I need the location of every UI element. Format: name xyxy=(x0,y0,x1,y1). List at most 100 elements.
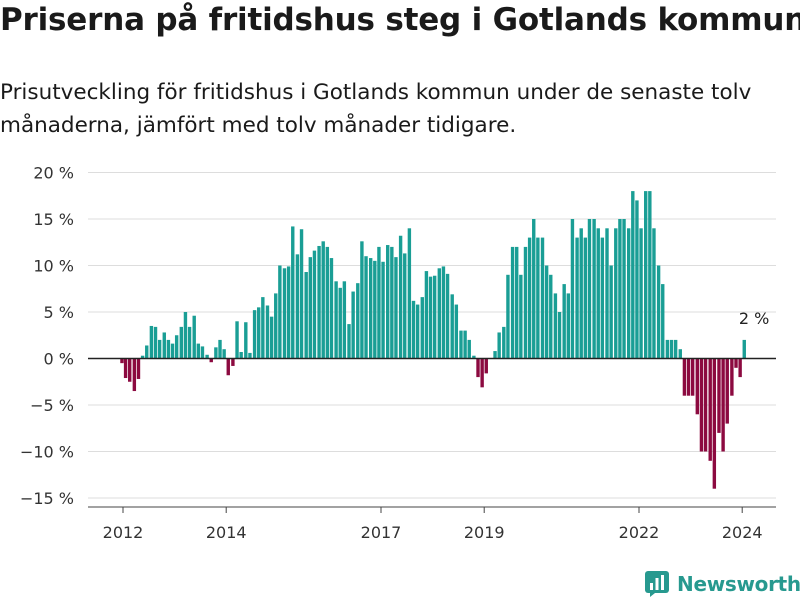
x-tick-label: 2024 xyxy=(722,523,763,542)
bar xyxy=(583,237,588,359)
bar xyxy=(669,339,674,359)
bar xyxy=(738,358,742,378)
y-tick-label: −5 % xyxy=(30,396,74,415)
bar xyxy=(325,246,330,359)
bar xyxy=(248,352,252,359)
bar xyxy=(523,246,528,359)
bar xyxy=(342,281,347,359)
bar xyxy=(566,293,571,359)
bar xyxy=(717,358,721,433)
bar xyxy=(682,358,687,396)
bar xyxy=(338,287,342,359)
bar xyxy=(153,326,158,359)
bar xyxy=(308,257,313,359)
bar xyxy=(321,241,325,359)
bar xyxy=(690,358,695,396)
bar xyxy=(386,245,390,359)
bar xyxy=(132,358,137,392)
annotation-label: 2 % xyxy=(739,309,769,328)
bar xyxy=(222,349,226,359)
bar xyxy=(734,358,738,368)
bar xyxy=(712,358,717,489)
bar xyxy=(149,325,154,359)
bar xyxy=(648,191,652,359)
bar xyxy=(445,273,450,359)
bar xyxy=(120,358,124,364)
bar xyxy=(562,284,566,359)
bar xyxy=(557,312,562,359)
bar xyxy=(631,191,635,359)
bar xyxy=(428,276,433,359)
bar xyxy=(244,322,248,359)
bar xyxy=(231,358,235,366)
chart-subtitle: Prisutveckling för fritidshus i Gotlands… xyxy=(0,80,752,138)
bar xyxy=(570,219,575,359)
bar xyxy=(553,293,558,359)
bar xyxy=(157,339,162,359)
x-tick-label: 2017 xyxy=(361,523,402,542)
bar xyxy=(592,219,596,359)
bar xyxy=(351,291,355,359)
bar xyxy=(450,294,454,359)
x-tick-label: 2022 xyxy=(619,523,660,542)
bar xyxy=(652,228,656,359)
bar xyxy=(420,297,424,359)
bar xyxy=(282,268,287,359)
bar xyxy=(480,358,484,388)
bar xyxy=(618,219,622,359)
bar xyxy=(166,339,171,359)
bar xyxy=(235,321,239,359)
bar xyxy=(377,246,381,359)
bar xyxy=(261,297,265,359)
bar xyxy=(415,304,420,359)
bar xyxy=(532,219,536,359)
chart-title: Priserna på fritidshus steg i Gotlands k… xyxy=(0,2,800,38)
bar xyxy=(183,312,188,359)
bar xyxy=(390,246,394,359)
bar xyxy=(639,228,643,359)
bar xyxy=(472,355,476,359)
bar xyxy=(128,358,132,382)
bar xyxy=(721,358,725,452)
y-tick-label: 10 % xyxy=(33,257,74,276)
bar-chart-logo-icon xyxy=(645,571,669,597)
bar xyxy=(730,358,734,396)
bar xyxy=(459,330,463,359)
bar xyxy=(179,326,184,359)
bar xyxy=(196,343,201,359)
bar xyxy=(257,307,261,359)
bar xyxy=(162,332,166,359)
bar xyxy=(265,305,270,359)
bar xyxy=(200,346,205,359)
bar xyxy=(605,228,609,359)
bar-chart: 20 % 15 % 10 % 5 % 0 % −5 % −10 % −15 % 2012 2014… xyxy=(20,164,776,542)
bar xyxy=(493,351,497,359)
bar xyxy=(123,358,128,379)
bar xyxy=(708,358,712,461)
bar xyxy=(364,256,368,359)
bar xyxy=(269,316,274,359)
x-tick-label: 2014 xyxy=(206,523,247,542)
bar xyxy=(484,358,488,374)
bar xyxy=(286,266,291,359)
bar xyxy=(454,304,459,359)
bar xyxy=(398,235,403,359)
bar xyxy=(373,260,377,359)
bar xyxy=(665,339,670,359)
bar xyxy=(411,300,416,359)
bar xyxy=(170,343,175,359)
bar xyxy=(506,274,510,359)
bar xyxy=(579,228,583,359)
y-tick-label: 15 % xyxy=(33,210,74,229)
bar xyxy=(226,358,230,376)
bar xyxy=(626,228,631,359)
bar xyxy=(407,228,412,359)
bar xyxy=(540,237,545,359)
bar xyxy=(295,254,300,359)
bar xyxy=(686,358,691,396)
bar xyxy=(424,271,429,359)
bar xyxy=(299,229,304,359)
y-tick-label: 20 % xyxy=(33,164,74,183)
bar xyxy=(187,326,192,359)
newsworthy-logo[interactable]: Newsworthy xyxy=(645,570,800,598)
